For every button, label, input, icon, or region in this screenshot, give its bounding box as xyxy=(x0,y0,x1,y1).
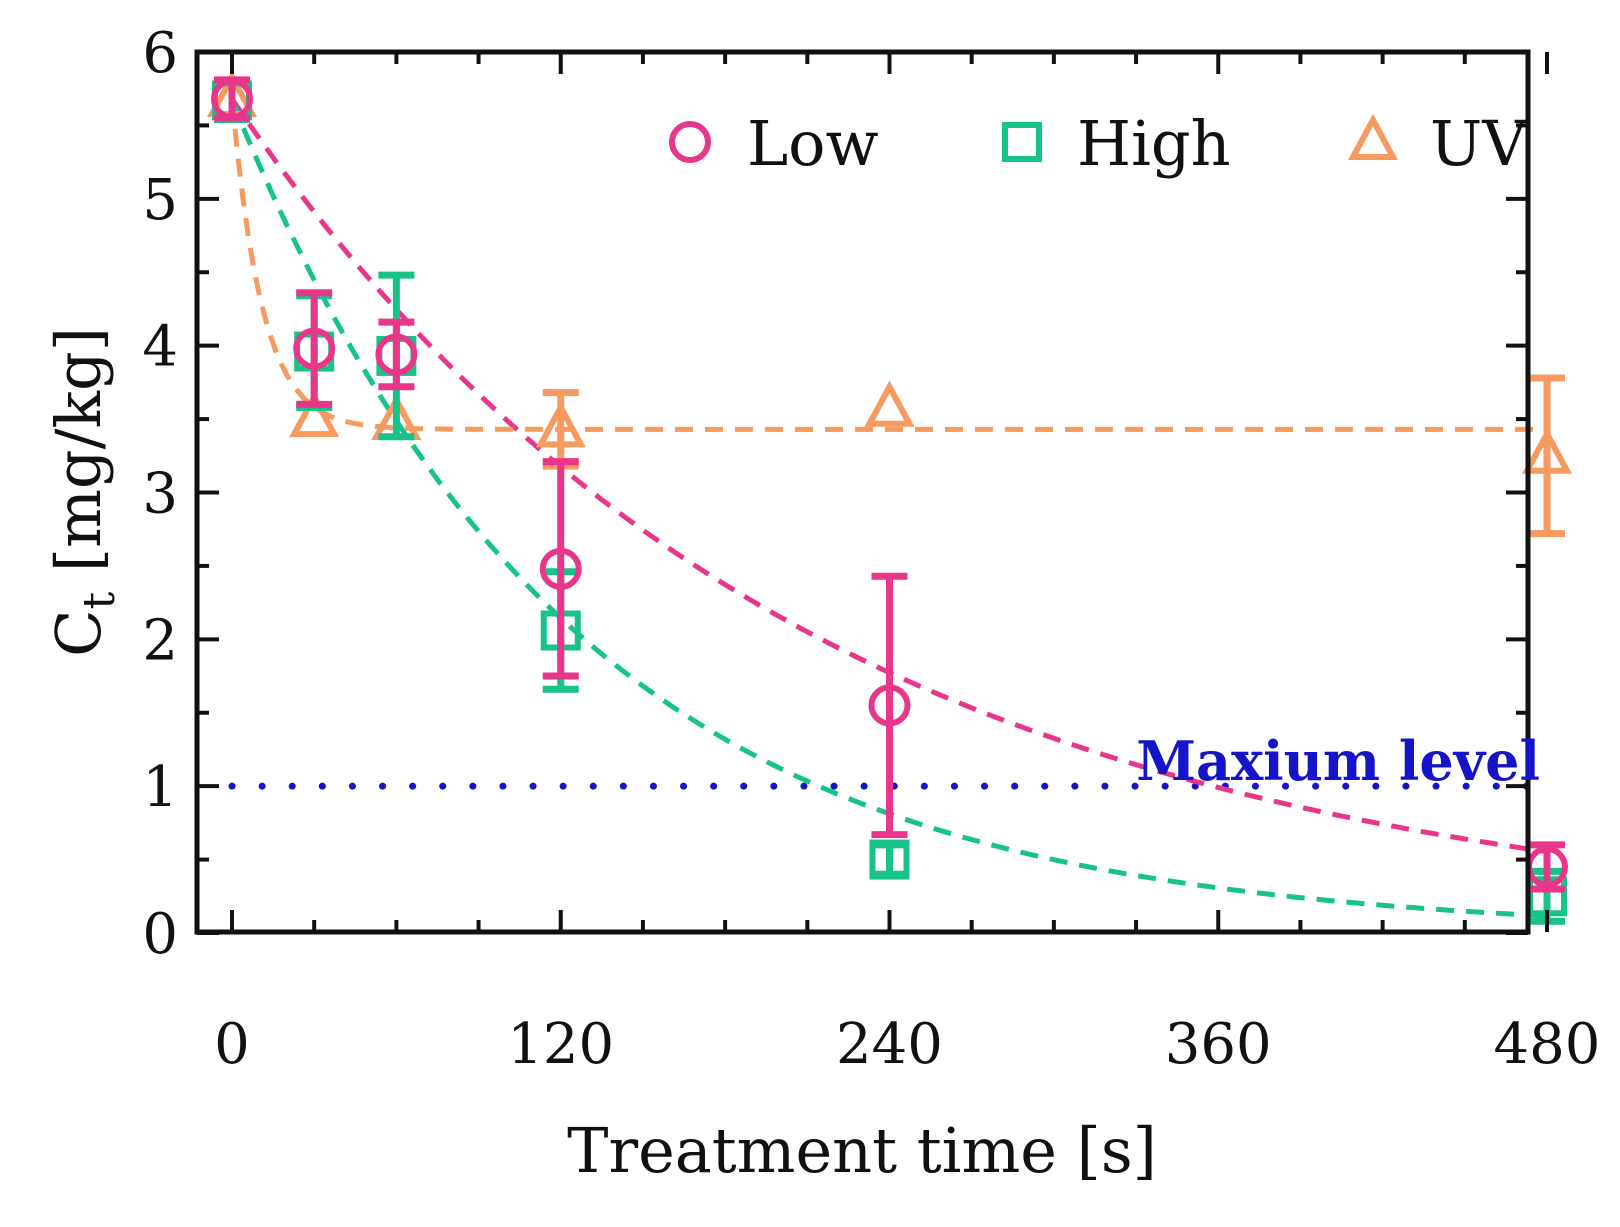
plot-content xyxy=(206,70,1573,925)
y-tick-label: 3 xyxy=(142,462,178,527)
point-uv xyxy=(289,390,340,438)
y-tick-label: 4 xyxy=(142,315,178,380)
point-high xyxy=(869,839,910,880)
x-tick-label: 480 xyxy=(1494,1012,1601,1077)
legend: Low High UV xyxy=(669,107,1528,180)
point-low xyxy=(375,333,418,376)
y-tick-label: 1 xyxy=(142,755,178,820)
x-tick-label: 240 xyxy=(836,1012,943,1077)
tick-labels: 0 120 240 360 480 0 1 2 3 4 5 6 xyxy=(142,21,1600,1077)
legend-marker-low xyxy=(669,121,711,163)
y-tick-label: 5 xyxy=(142,168,178,233)
x-tick-label: 0 xyxy=(214,1012,250,1077)
point-low xyxy=(293,327,336,370)
axis-ticks xyxy=(197,50,1549,935)
fit-curve-uv xyxy=(229,98,1547,432)
y-tick-label: 2 xyxy=(142,608,178,673)
y-axis-title-unit: [mg/kg] xyxy=(42,327,115,592)
maximum-level-label: Maxium level xyxy=(1136,729,1540,793)
point-uv xyxy=(535,401,586,448)
legend-label-high: High xyxy=(1077,107,1231,180)
legend-label-uv: UV xyxy=(1430,107,1528,180)
x-tick-label: 120 xyxy=(507,1012,614,1077)
plot-frame xyxy=(194,49,1531,935)
point-uv xyxy=(864,380,915,427)
point-uv xyxy=(1521,427,1573,474)
point-low xyxy=(868,684,911,727)
y-tick-label: 0 xyxy=(142,902,178,967)
x-tick-label: 360 xyxy=(1165,1012,1272,1077)
legend-label-low: Low xyxy=(747,107,879,180)
legend-marker-high xyxy=(1002,122,1042,162)
y-tick-label: 6 xyxy=(142,21,178,86)
point-low xyxy=(211,77,253,120)
y-axis-title: Ct [mg/kg] xyxy=(42,327,125,657)
legend-marker-uv xyxy=(1347,113,1399,160)
x-axis-title: Treatment time [s] xyxy=(567,1114,1157,1187)
y-axis-title-subscript: t xyxy=(74,591,125,609)
point-low xyxy=(539,547,582,590)
